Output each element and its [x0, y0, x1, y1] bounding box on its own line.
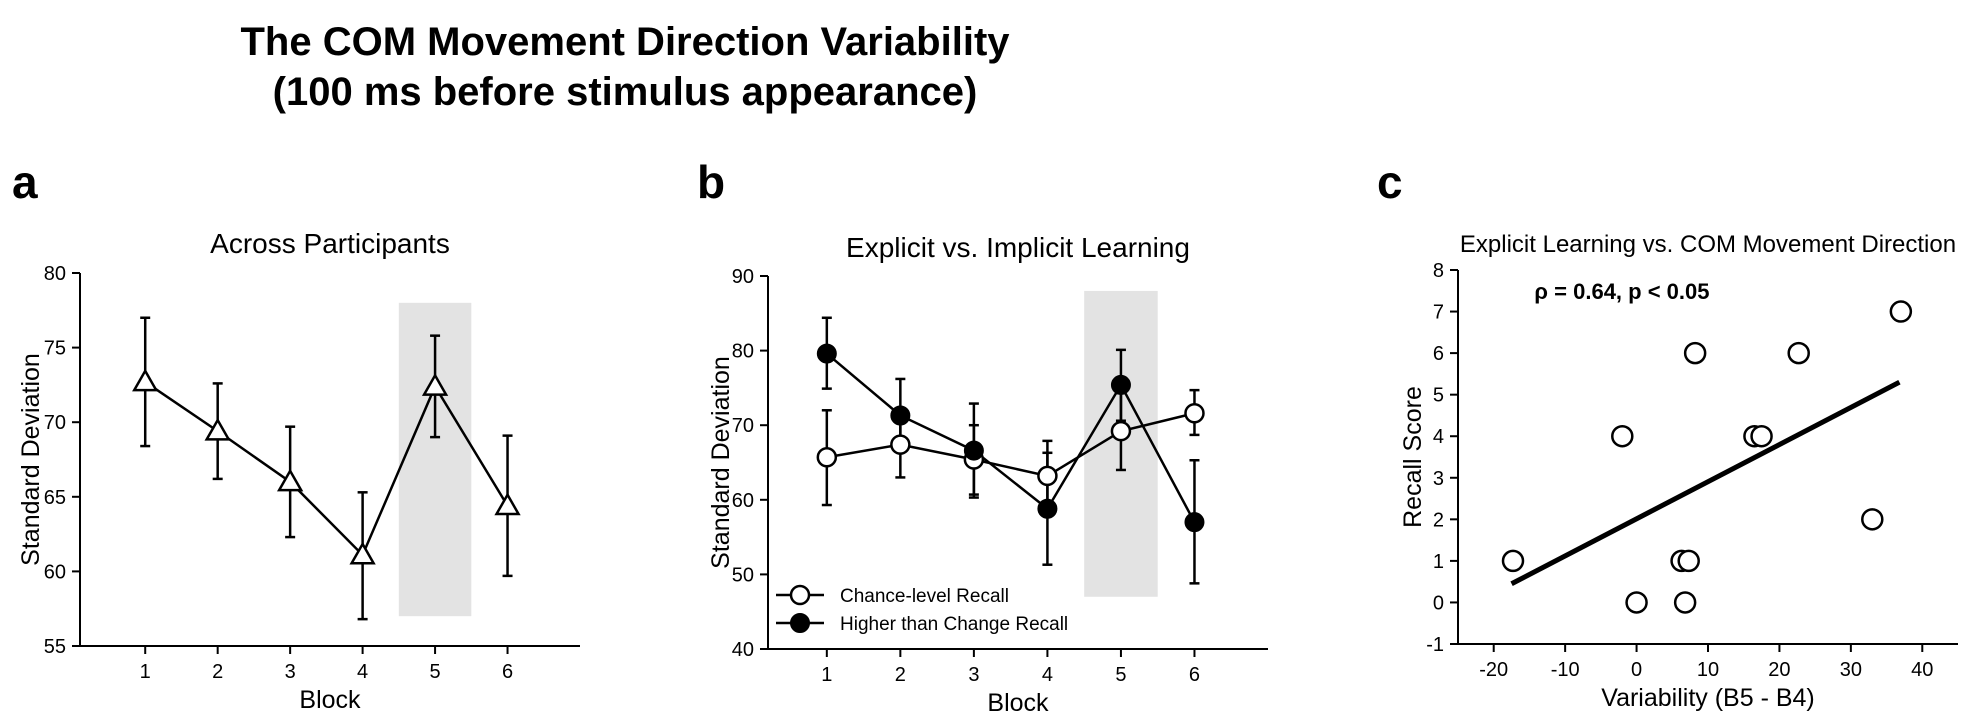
data-point-triangle	[132, 368, 159, 392]
y-tick-label: 75	[44, 338, 66, 360]
series-line	[826, 352, 1196, 523]
panel-label-c: c	[1377, 156, 1403, 208]
x-tick-label: 5	[430, 661, 441, 683]
chart-title: Explicit vs. Implicit Learning	[846, 232, 1190, 263]
y-tick-label: 1	[1433, 551, 1444, 573]
scatter-point	[1787, 341, 1810, 365]
y-axis-label: Standard Deviation	[707, 356, 735, 569]
x-axis-label: Block	[299, 686, 361, 714]
y-tick-label: 8	[1433, 260, 1444, 282]
scatter-point	[1861, 508, 1884, 531]
data-point-triangle	[276, 468, 304, 492]
series-line	[826, 412, 1195, 478]
y-tick-label: 7	[1433, 302, 1444, 324]
y-tick-label: 80	[732, 341, 754, 363]
y-tick-label: 90	[732, 266, 754, 288]
y-tick-label: 3	[1433, 468, 1444, 490]
correlation-annotation: ρ = 0.64, p < 0.05	[1534, 279, 1709, 304]
y-tick-label: 55	[44, 636, 66, 658]
x-tick-label: 0	[1631, 659, 1642, 681]
data-point-triangle	[349, 541, 376, 565]
x-tick-label: 2	[212, 661, 223, 683]
x-tick-label: -10	[1551, 659, 1580, 681]
data-point-filled-circle	[1110, 374, 1131, 395]
y-axis-label: Recall Score	[1399, 386, 1427, 528]
regression-line	[1510, 379, 1901, 586]
data-point-open-circle	[1184, 403, 1205, 424]
chart-title: Explicit Learning vs. COM Movement Direc…	[1460, 231, 1956, 258]
data-point-triangle	[421, 372, 449, 396]
x-axis-label: Block	[987, 689, 1049, 717]
scatter-point	[1677, 549, 1700, 573]
data-point-filled-circle	[816, 343, 837, 364]
series-line	[144, 380, 509, 558]
data-point-open-circle	[1037, 465, 1058, 487]
panel-label-b: b	[697, 156, 726, 208]
x-tick-label: 1	[140, 661, 151, 683]
data-point-filled-circle	[890, 405, 911, 426]
legend-label: Higher than Change Recall	[840, 614, 1068, 635]
data-point-filled-circle	[963, 440, 984, 461]
x-tick-label: 6	[1189, 664, 1200, 686]
x-tick-label: 2	[895, 664, 906, 686]
x-axis-label: Variability (B5 - B4)	[1601, 684, 1815, 712]
x-tick-label: 3	[285, 661, 296, 683]
scatter-point	[1611, 424, 1634, 448]
y-tick-label: -1	[1426, 634, 1444, 656]
y-tick-label: 2	[1433, 509, 1444, 531]
y-tick-label: 80	[44, 263, 66, 285]
scatter-point	[1750, 424, 1773, 448]
data-point-filled-circle	[1037, 498, 1058, 519]
y-axis-label: Standard Deviation	[17, 353, 45, 566]
y-tick-label: 4	[1433, 426, 1444, 448]
x-tick-label: 3	[968, 664, 979, 686]
legend-label: Chance-level Recall	[840, 586, 1009, 607]
x-tick-label: 20	[1768, 659, 1790, 681]
y-tick-label: 0	[1433, 592, 1444, 614]
x-tick-label: -20	[1479, 659, 1508, 681]
x-tick-label: 40	[1911, 659, 1933, 681]
figure-title-line-1: The COM Movement Direction Variability	[240, 20, 1010, 64]
y-tick-label: 50	[732, 564, 754, 586]
panel-label-a: a	[12, 156, 38, 208]
scatter-point	[1625, 591, 1648, 614]
data-point-open-circle	[816, 447, 838, 468]
figure-title-line-2: (100 ms before stimulus appearance)	[272, 70, 978, 114]
x-tick-label: 1	[821, 664, 832, 686]
y-tick-label: 5	[1433, 385, 1444, 407]
scatter-point	[1501, 549, 1525, 573]
x-tick-label: 5	[1115, 664, 1126, 686]
y-tick-label: 65	[44, 487, 66, 509]
data-point-open-circle	[890, 434, 911, 455]
y-tick-label: 60	[732, 490, 754, 512]
x-tick-label: 4	[357, 661, 368, 683]
scatter-point	[1889, 300, 1913, 323]
data-point-filled-circle	[1184, 512, 1205, 533]
y-tick-label: 60	[44, 561, 66, 583]
chart-title: Across Participants	[210, 228, 450, 259]
scatter-point	[1683, 341, 1707, 365]
x-tick-label: 4	[1042, 664, 1053, 686]
y-tick-label: 70	[732, 415, 754, 437]
y-tick-label: 70	[44, 412, 66, 434]
x-tick-label: 10	[1697, 659, 1719, 681]
data-point-triangle	[494, 492, 521, 516]
scatter-point	[1673, 591, 1697, 614]
y-tick-label: 40	[732, 639, 754, 661]
x-tick-label: 30	[1840, 659, 1862, 681]
y-tick-label: 6	[1433, 343, 1444, 365]
data-point-open-circle	[1110, 420, 1132, 442]
data-point-open-circle	[789, 584, 811, 606]
data-point-filled-circle	[790, 613, 810, 633]
x-tick-label: 6	[502, 661, 513, 683]
data-point-triangle	[204, 417, 231, 441]
